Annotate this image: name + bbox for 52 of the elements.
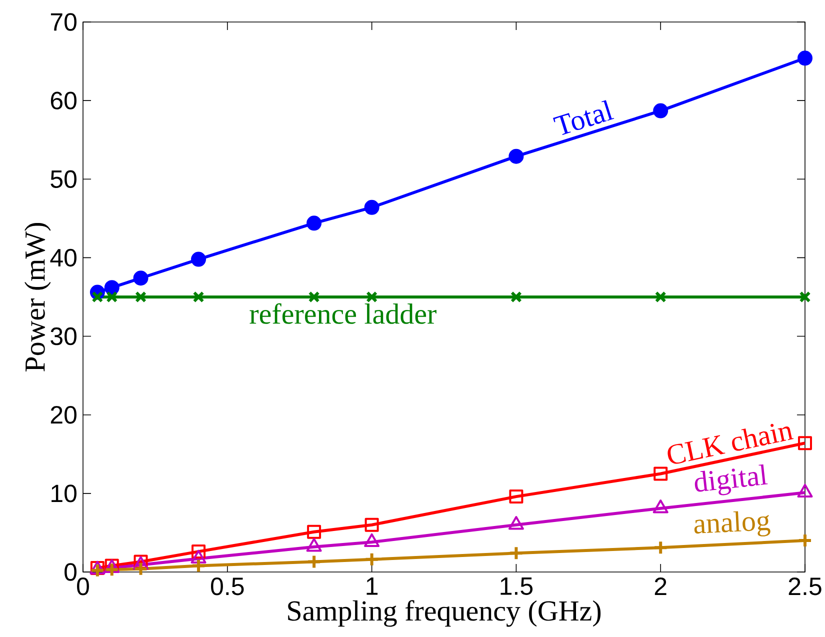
point [799, 291, 811, 303]
x-tick-label: 2 [654, 578, 666, 595]
x-tick-label: 0.5 [211, 578, 244, 596]
y-tick-label: 40 [50, 248, 76, 267]
y-tick-label: 50 [50, 170, 76, 188]
y-tick-label: 70 [50, 13, 76, 31]
point [510, 291, 522, 303]
y-tick-label: 30 [50, 327, 76, 346]
x-tick-label: 1.5 [500, 578, 533, 595]
point [364, 552, 380, 567]
point [306, 216, 322, 231]
point [654, 291, 666, 303]
y-tick-label: 60 [50, 92, 76, 110]
point [509, 490, 524, 504]
point [654, 466, 668, 481]
y-tick-label: 20 [50, 406, 76, 424]
point [106, 291, 118, 303]
point [135, 291, 147, 303]
x-tick-label: 1 [366, 578, 378, 595]
point [508, 148, 524, 164]
point [104, 562, 120, 578]
point [797, 50, 812, 66]
y-axis-title: Power (mW) [24, 223, 51, 372]
y-tick-label: 10 [52, 484, 76, 502]
point [364, 518, 379, 532]
point [192, 291, 204, 303]
text: CLK chain [668, 424, 794, 464]
point [653, 540, 668, 556]
point [307, 524, 322, 539]
point [798, 436, 812, 450]
text: Total [552, 100, 614, 135]
point [653, 103, 668, 118]
point [90, 562, 105, 578]
x-tick-label: 2.5 [788, 578, 822, 596]
series-label: analog [694, 511, 770, 536]
x-axis-title: Sampling frequency (GHz) [288, 600, 601, 627]
point [508, 546, 524, 561]
point [104, 280, 120, 296]
point [191, 558, 206, 574]
point [306, 554, 322, 570]
x-tick-label: 0 [77, 578, 89, 596]
point [364, 200, 380, 215]
point [308, 291, 320, 303]
point [366, 291, 378, 303]
point [191, 252, 206, 267]
point [133, 561, 148, 576]
text: digital [694, 464, 768, 496]
point [192, 544, 206, 559]
y-tick-label: 0 [64, 563, 76, 581]
series-label: reference ladder [250, 303, 436, 324]
point [797, 533, 812, 548]
point [133, 270, 148, 286]
